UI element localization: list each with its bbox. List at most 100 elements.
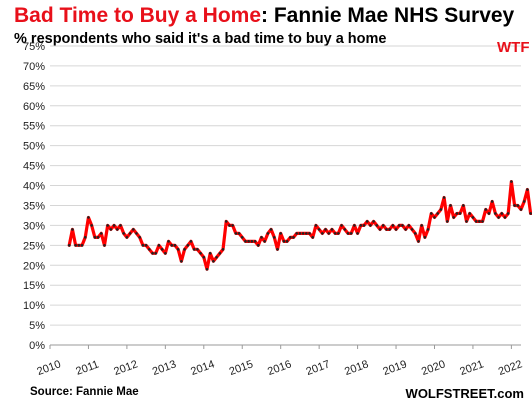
data-point (269, 228, 273, 231)
source-note: Source: Fannie Mae (30, 386, 139, 398)
x-tick-label: 2016 (266, 358, 293, 378)
y-tick-label: 5% (29, 320, 45, 332)
data-point (289, 236, 292, 239)
y-tick-label: 65% (23, 81, 45, 93)
data-point (423, 236, 427, 239)
data-point (308, 232, 311, 235)
data-point (503, 216, 507, 219)
data-point (253, 240, 257, 243)
data-point (90, 224, 93, 227)
data-point (436, 212, 439, 215)
data-point (164, 252, 167, 255)
data-point (362, 224, 366, 227)
data-point (494, 212, 497, 215)
chart-title-rest: : Fannie Mae NHS Survey (261, 4, 515, 27)
data-point (135, 232, 138, 235)
data-point (266, 232, 270, 235)
data-point (446, 220, 449, 223)
data-point (522, 200, 526, 203)
y-tick-label: 10% (23, 300, 45, 312)
data-point (148, 248, 151, 251)
y-tick-label: 55% (23, 121, 45, 133)
data-point (478, 220, 481, 223)
data-point (442, 196, 446, 199)
data-point (346, 232, 350, 235)
y-tick-label: 25% (23, 240, 45, 252)
data-point (413, 232, 417, 235)
data-point (154, 252, 158, 255)
brand-footer: WOLFSTREET.com (405, 386, 524, 401)
data-point (247, 240, 250, 243)
data-point (218, 252, 222, 255)
data-point (189, 240, 193, 243)
data-point (497, 216, 500, 219)
data-point (365, 220, 369, 223)
x-tick-label: 2012 (112, 358, 139, 378)
data-point (231, 224, 234, 227)
x-tick-label: 2013 (151, 358, 178, 378)
data-point (468, 212, 472, 215)
data-point (420, 224, 423, 227)
y-tick-label: 0% (29, 340, 45, 352)
data-point (279, 232, 282, 235)
data-point (276, 248, 279, 251)
chart-title: Bad Time to Buy a Home: Fannie Mae NHS S… (14, 3, 514, 29)
data-point (474, 220, 478, 223)
data-point (353, 224, 356, 227)
x-tick-label: 2021 (458, 358, 485, 378)
data-point (106, 224, 109, 227)
data-point (295, 232, 299, 235)
data-point (378, 228, 382, 231)
x-tick-label: 2018 (343, 358, 370, 378)
data-point (356, 232, 359, 235)
data-point (455, 212, 459, 215)
data-point (160, 248, 164, 251)
data-point (458, 212, 462, 215)
data-point (429, 212, 433, 215)
data-point (202, 255, 206, 259)
data-point (260, 236, 263, 239)
data-point (157, 244, 161, 247)
data-point (237, 232, 241, 235)
data-point (311, 236, 315, 239)
data-point (122, 232, 125, 235)
data-point (519, 208, 523, 211)
data-point (205, 267, 209, 271)
data-point (407, 224, 411, 227)
data-point (484, 208, 488, 211)
data-point (317, 228, 321, 231)
data-point (327, 232, 331, 235)
data-point (391, 224, 395, 227)
data-point (128, 232, 132, 235)
data-point (298, 232, 302, 235)
data-point (340, 224, 343, 227)
data-point (449, 204, 452, 207)
chart-subtitle: % respondents who said it's a bad time t… (14, 31, 387, 47)
data-point (228, 224, 231, 227)
data-point (510, 180, 513, 183)
data-point (234, 232, 238, 235)
data-point (186, 244, 190, 247)
data-point (321, 232, 324, 235)
data-point (215, 255, 218, 259)
data-point (180, 259, 183, 263)
data-point (99, 232, 103, 235)
data-point (439, 208, 443, 211)
data-point (109, 228, 113, 231)
data-point (67, 244, 71, 247)
data-point (87, 216, 90, 219)
data-point (526, 188, 529, 191)
data-point (359, 224, 363, 227)
data-point (208, 252, 212, 255)
data-point (132, 228, 135, 231)
data-point (196, 248, 199, 251)
y-tick-label: 60% (23, 101, 45, 113)
data-point (394, 228, 398, 231)
data-point (80, 244, 84, 247)
data-point (192, 248, 196, 251)
series-layer (67, 179, 532, 271)
data-point (506, 212, 510, 215)
data-point (388, 228, 391, 231)
y-tick-label: 70% (23, 61, 45, 73)
data-point (465, 220, 468, 223)
